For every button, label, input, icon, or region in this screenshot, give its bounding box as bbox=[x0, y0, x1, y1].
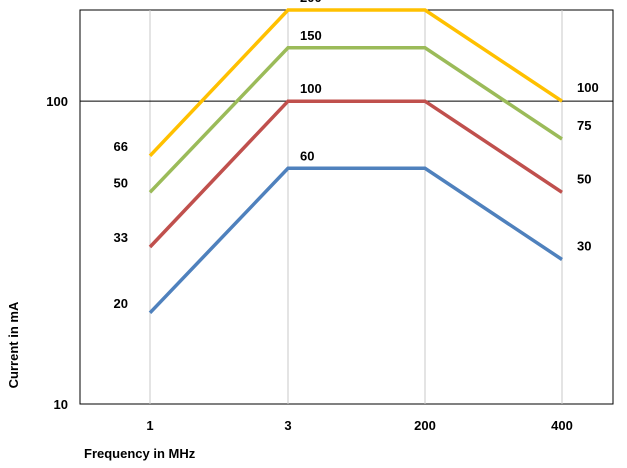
series-line-1 bbox=[148, 46, 563, 194]
data-label: 100 bbox=[300, 81, 322, 96]
x-tick-label: 3 bbox=[284, 418, 291, 433]
series-line-0 bbox=[148, 8, 563, 158]
x-tick-label: 1 bbox=[146, 418, 153, 433]
y-axis-title: Current in mA bbox=[6, 301, 21, 388]
data-label: 33 bbox=[114, 230, 128, 245]
data-label: 66 bbox=[114, 139, 128, 154]
data-label: 50 bbox=[114, 175, 128, 190]
x-tick-label: 400 bbox=[551, 418, 573, 433]
x-tick-label: 200 bbox=[414, 418, 436, 433]
tick-labels: 1 3 200 400 10 100 bbox=[46, 94, 573, 433]
series-line-3 bbox=[148, 166, 563, 315]
data-label: 100 bbox=[577, 80, 599, 95]
data-label: 30 bbox=[577, 239, 591, 254]
data-label: 200 bbox=[300, 0, 322, 5]
data-label: 50 bbox=[577, 171, 591, 186]
series-line-2 bbox=[148, 99, 563, 249]
data-label: 150 bbox=[300, 28, 322, 43]
data-labels: 66 200 100 50 150 75 33 100 50 20 60 30 bbox=[114, 0, 599, 311]
y-tick-label: 100 bbox=[46, 94, 68, 109]
x-axis-title: Frequency in MHz bbox=[84, 446, 196, 461]
plot-frame bbox=[79, 9, 614, 405]
data-label: 60 bbox=[300, 148, 314, 163]
data-label: 75 bbox=[577, 118, 591, 133]
grid bbox=[79, 9, 614, 405]
data-label: 20 bbox=[114, 296, 128, 311]
series-group bbox=[148, 8, 563, 315]
y-tick-label: 10 bbox=[54, 397, 68, 412]
